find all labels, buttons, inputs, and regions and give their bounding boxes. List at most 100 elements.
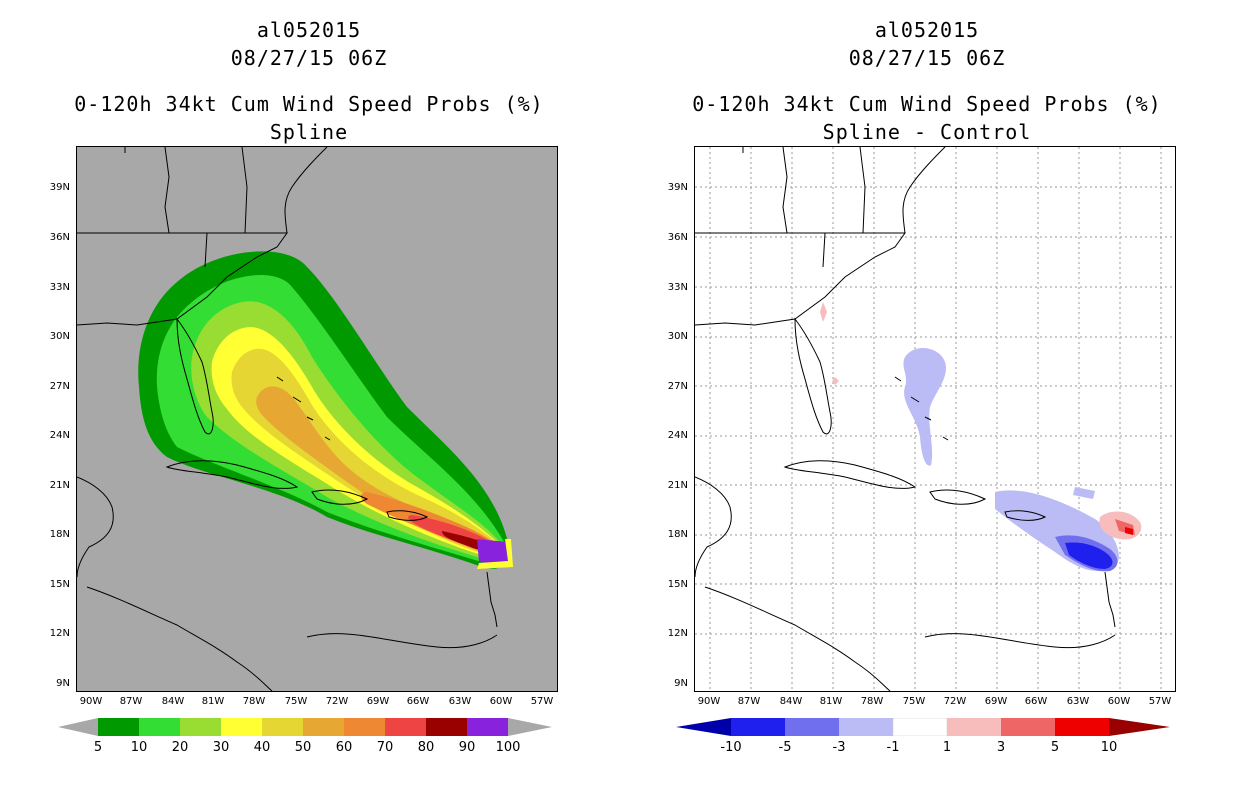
lon-label: 81W [201,696,225,707]
lon-label: 78W [242,696,266,707]
right-panel: al052015 08/27/15 06Z 0-120h 34kt Cum Wi… [618,0,1236,800]
colorbar-high-arrow [1109,718,1170,736]
colorbar-low-arrow [676,718,731,736]
colorbar-swatch [467,718,508,736]
lon-label: 66W [406,696,430,707]
lon-label: 60W [489,696,513,707]
colorbar-label: 1 [942,740,952,755]
colorbar-label: 20 [171,740,189,755]
probability-colorbar [58,718,552,736]
colorbar-swatch [221,718,262,736]
coastlines [77,147,498,691]
lat-label: 27N [49,381,70,392]
lon-label: 75W [902,696,926,707]
lon-label: 90W [79,696,103,707]
colorbar-swatch [180,718,221,736]
lat-label: 15N [667,579,688,590]
lat-label: 18N [667,529,688,540]
colorbar-swatch [426,718,467,736]
colorbar-label: 5 [1050,740,1060,755]
colorbar-swatch [98,718,139,736]
colorbar-label: 30 [212,740,230,755]
colorbar-high-arrow [508,718,552,736]
lon-label: 84W [161,696,185,707]
coastlines [695,147,1116,691]
colorbar-label: 50 [294,740,312,755]
lon-label: 84W [779,696,803,707]
lon-label: 69W [984,696,1008,707]
lat-label: 21N [49,480,70,491]
colorbar-label: 40 [253,740,271,755]
lon-label: 57W [530,696,554,707]
lon-label: 63W [448,696,472,707]
lon-label: 90W [697,696,721,707]
colorbar-label: 100 [495,740,521,755]
subtitle: Spline [269,120,349,144]
colorbar-label: 10 [130,740,148,755]
colorbar-swatch [731,718,785,736]
lat-label: 39N [49,182,70,193]
colorbar-low-arrow [58,718,98,736]
lon-label: 87W [119,696,143,707]
lon-label: 63W [1066,696,1090,707]
lat-label: 36N [49,232,70,243]
lon-label: 75W [284,696,308,707]
colorbar-label: 10 [1100,740,1118,755]
colorbar-label: -10 [720,740,742,755]
colorbar-swatch [839,718,893,736]
colorbar-label: 3 [996,740,1006,755]
lat-label: 21N [667,480,688,491]
subtitle: Spline - Control [822,120,1032,144]
colorbar-swatch [344,718,385,736]
colorbar-label: 90 [458,740,476,755]
diff-neg-1-c [1073,487,1095,499]
product-title: 0-120h 34kt Cum Wind Speed Probs (%) [692,92,1162,116]
contour-90 [477,539,509,565]
lat-label: 15N [49,579,70,590]
difference-map-svg [695,147,1175,691]
lon-label: 60W [1107,696,1131,707]
probability-map-svg [77,147,513,691]
diff-neg-1 [903,347,947,466]
colorbar-label: -3 [832,740,846,755]
lat-label: 9N [674,678,688,689]
colorbar-swatch [785,718,839,736]
lat-label: 24N [667,430,688,441]
product-title: 0-120h 34kt Cum Wind Speed Probs (%) [74,92,544,116]
colorbar-swatch [892,718,948,736]
colorbar-swatch [139,718,180,736]
diff-pos-small [820,302,839,385]
lon-label: 78W [860,696,884,707]
grid-lines [695,147,1175,691]
colorbar-label: 80 [417,740,435,755]
colorbar-label: 60 [335,740,353,755]
datetime: 08/27/15 06Z [230,46,388,70]
colorbar-swatch [947,718,1001,736]
lon-label: 66W [1024,696,1048,707]
lat-label: 36N [667,232,688,243]
lat-label: 27N [667,381,688,392]
lat-label: 39N [667,182,688,193]
colorbar-label: 70 [376,740,394,755]
lon-label: 69W [366,696,390,707]
lon-label: 87W [737,696,761,707]
left-panel: al052015 08/27/15 06Z 0-120h 34kt Cum Wi… [49,18,558,755]
colorbar-swatch [1001,718,1055,736]
colorbar-label: -5 [778,740,792,755]
lat-label: 12N [667,628,688,639]
datetime: 08/27/15 06Z [848,46,1006,70]
diff-pos-5 [1125,527,1133,535]
lat-label: 12N [49,628,70,639]
contour-40 [231,348,507,555]
colorbar-swatch [1055,718,1109,736]
colorbar-label: 5 [93,740,103,755]
colorbar-swatch [385,718,426,736]
diff-neg-5 [1065,542,1113,569]
lat-label: 33N [667,282,688,293]
colorbar-swatch [262,718,303,736]
lat-label: 24N [49,430,70,441]
lat-label: 18N [49,529,70,540]
probability-map [76,146,558,692]
contour-90-edge [477,539,513,569]
difference-colorbar [676,718,1170,736]
